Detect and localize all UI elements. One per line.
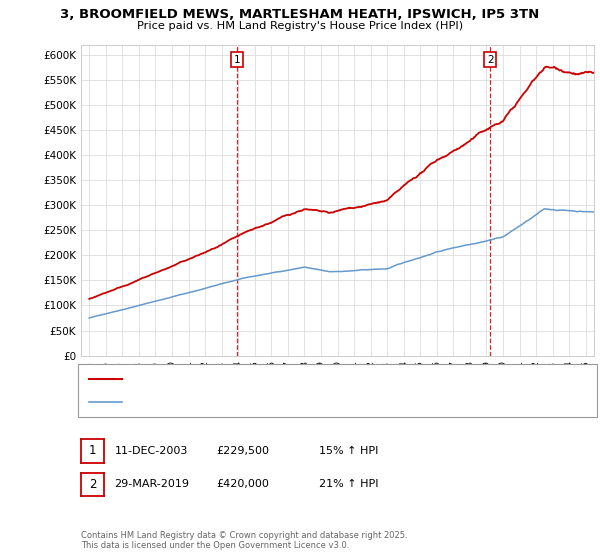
Text: 1: 1: [89, 444, 96, 458]
Text: 3, BROOMFIELD MEWS, MARTLESHAM HEATH, IPSWICH, IP5 3TN (detached house): 3, BROOMFIELD MEWS, MARTLESHAM HEATH, IP…: [129, 374, 530, 384]
Text: 11-DEC-2003: 11-DEC-2003: [115, 446, 188, 456]
Text: 15% ↑ HPI: 15% ↑ HPI: [319, 446, 378, 456]
Text: Contains HM Land Registry data © Crown copyright and database right 2025.
This d: Contains HM Land Registry data © Crown c…: [81, 530, 407, 550]
Text: 2: 2: [89, 478, 96, 491]
Text: HPI: Average price, detached house, East Suffolk: HPI: Average price, detached house, East…: [129, 397, 367, 407]
Text: £229,500: £229,500: [217, 446, 269, 456]
Text: 29-MAR-2019: 29-MAR-2019: [115, 479, 190, 489]
Text: 21% ↑ HPI: 21% ↑ HPI: [319, 479, 378, 489]
Text: £420,000: £420,000: [217, 479, 269, 489]
Text: Price paid vs. HM Land Registry's House Price Index (HPI): Price paid vs. HM Land Registry's House …: [137, 21, 463, 31]
Text: 2: 2: [487, 55, 494, 65]
Text: 1: 1: [234, 55, 241, 65]
Text: 3, BROOMFIELD MEWS, MARTLESHAM HEATH, IPSWICH, IP5 3TN: 3, BROOMFIELD MEWS, MARTLESHAM HEATH, IP…: [61, 8, 539, 21]
